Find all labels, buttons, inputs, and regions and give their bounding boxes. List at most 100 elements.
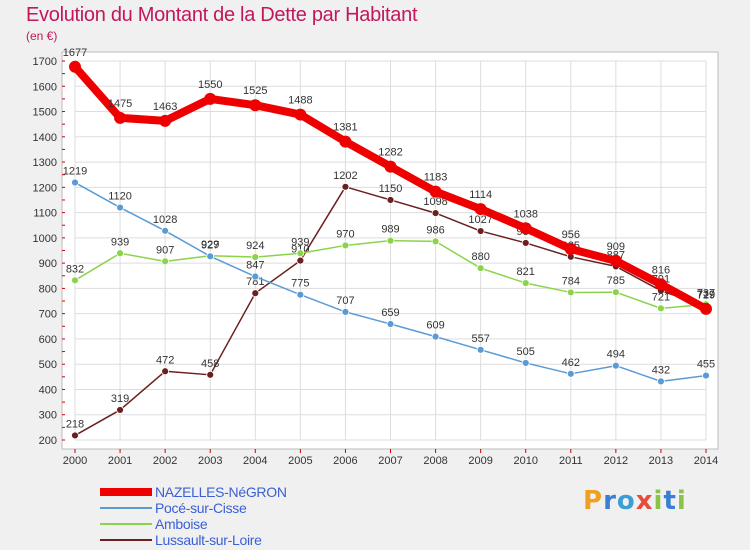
data-point-nazelles-n-gron	[429, 185, 442, 198]
data-point-lussault-sur-loire	[296, 256, 305, 265]
data-label-poc-sur-cisse: 1028	[153, 214, 177, 226]
data-point-amboise	[161, 257, 170, 266]
data-label-nazelles-n-gron: 1475	[108, 98, 132, 110]
data-point-poc-sur-cisse	[116, 203, 124, 212]
y-tick-label: 200	[39, 435, 57, 447]
y-tick-label: 1100	[33, 208, 57, 220]
legend-item-lussault: Lussault-sur-Loire	[100, 532, 287, 548]
data-point-lussault-sur-loire	[251, 289, 260, 298]
data-point-amboise	[296, 249, 305, 258]
data-label-amboise: 737	[697, 287, 715, 299]
data-label-amboise: 939	[111, 236, 129, 248]
data-label-poc-sur-cisse: 462	[562, 357, 580, 369]
data-label-amboise: 785	[607, 275, 625, 287]
data-point-amboise	[566, 288, 575, 297]
data-label-poc-sur-cisse: 775	[291, 278, 309, 290]
data-point-nazelles-n-gron	[564, 242, 577, 255]
y-tick-label: 500	[39, 359, 57, 371]
data-point-lussault-sur-loire	[116, 406, 124, 414]
data-point-nazelles-n-gron	[114, 111, 127, 124]
data-label-lussault-sur-loire: 1202	[333, 170, 357, 182]
x-tick-label: 2000	[63, 455, 87, 467]
y-tick-label: 1500	[33, 107, 57, 119]
data-point-poc-sur-cisse	[657, 377, 665, 386]
data-label-poc-sur-cisse: 494	[607, 349, 625, 361]
data-point-poc-sur-cisse	[71, 178, 79, 187]
data-point-lussault-sur-loire	[341, 182, 350, 191]
data-point-poc-sur-cisse	[702, 371, 710, 380]
y-tick-label: 1600	[33, 81, 57, 93]
data-point-lussault-sur-loire	[431, 209, 440, 218]
data-label-amboise: 939	[291, 236, 309, 248]
data-label-amboise: 929	[201, 239, 219, 251]
data-label-poc-sur-cisse: 847	[246, 260, 264, 272]
x-tick-label: 2013	[649, 455, 673, 467]
data-label-poc-sur-cisse: 1120	[108, 191, 132, 203]
data-label-amboise: 721	[652, 291, 670, 303]
data-label-amboise: 924	[246, 240, 264, 252]
data-point-lussault-sur-loire	[521, 239, 530, 247]
data-point-lussault-sur-loire	[386, 196, 395, 204]
data-point-amboise	[116, 249, 124, 258]
x-tick-label: 2006	[333, 455, 357, 467]
x-tick-label: 2012	[604, 455, 628, 467]
proxiti-logo: Proxiti	[583, 486, 687, 516]
x-tick-label: 2004	[243, 455, 267, 467]
legend-label: Lussault-sur-Loire	[155, 532, 262, 548]
data-label-amboise: 880	[471, 251, 489, 263]
data-label-amboise: 784	[562, 275, 580, 287]
data-label-poc-sur-cisse: 557	[471, 333, 489, 345]
data-point-lussault-sur-loire	[161, 367, 170, 376]
data-label-poc-sur-cisse: 707	[336, 295, 354, 307]
data-point-nazelles-n-gron	[654, 278, 667, 291]
data-label-poc-sur-cisse: 609	[426, 320, 444, 332]
data-point-poc-sur-cisse	[476, 345, 485, 354]
data-label-nazelles-n-gron: 1038	[513, 208, 537, 220]
data-label-nazelles-n-gron: 1183	[424, 172, 448, 184]
data-point-amboise	[251, 253, 260, 261]
y-tick-label: 1300	[33, 157, 57, 169]
data-point-nazelles-n-gron	[69, 60, 81, 73]
data-point-poc-sur-cisse	[341, 307, 350, 316]
data-point-amboise	[611, 288, 620, 297]
x-tick-label: 2003	[198, 455, 222, 467]
data-label-nazelles-n-gron: 1282	[378, 147, 402, 159]
x-tick-label: 2008	[423, 455, 447, 467]
data-point-poc-sur-cisse	[521, 359, 530, 367]
x-tick-label: 2005	[288, 455, 312, 467]
data-label-lussault-sur-loire: 729	[697, 289, 715, 301]
data-label-nazelles-n-gron: 1114	[469, 189, 492, 201]
data-point-poc-sur-cisse	[566, 369, 575, 378]
data-point-nazelles-n-gron	[159, 114, 172, 127]
data-label-nazelles-n-gron: 1677	[63, 47, 87, 59]
data-point-amboise	[386, 236, 395, 245]
data-point-poc-sur-cisse	[161, 226, 170, 235]
data-label-poc-sur-cisse: 659	[381, 307, 399, 319]
data-point-nazelles-n-gron	[609, 254, 622, 267]
y-tick-label: 600	[39, 334, 57, 346]
legend-swatch-poce	[100, 507, 152, 509]
data-point-amboise	[657, 304, 665, 313]
data-label-lussault-sur-loire: 1150	[379, 183, 403, 195]
data-point-poc-sur-cisse	[296, 290, 305, 299]
data-label-nazelles-n-gron: 1525	[243, 85, 267, 97]
data-label-lussault-sur-loire: 458	[201, 358, 219, 370]
data-label-lussault-sur-loire: 781	[246, 276, 264, 288]
data-point-nazelles-n-gron	[700, 302, 712, 315]
legend-swatch-lussault	[100, 539, 152, 541]
data-label-amboise: 832	[66, 263, 84, 275]
x-tick-label: 2001	[108, 455, 132, 467]
legend-label: NAZELLES-NéGRON	[155, 484, 287, 500]
legend-item-nazelles: NAZELLES-NéGRON	[100, 484, 287, 500]
data-label-lussault-sur-loire: 1098	[423, 196, 447, 208]
data-point-nazelles-n-gron	[294, 108, 307, 121]
x-tick-label: 2002	[153, 455, 177, 467]
data-point-amboise	[71, 276, 79, 285]
data-label-lussault-sur-loire: 1027	[468, 214, 492, 226]
data-point-nazelles-n-gron	[249, 99, 262, 112]
data-point-lussault-sur-loire	[476, 227, 485, 235]
data-point-lussault-sur-loire	[206, 370, 215, 379]
data-label-amboise: 821	[517, 266, 535, 278]
